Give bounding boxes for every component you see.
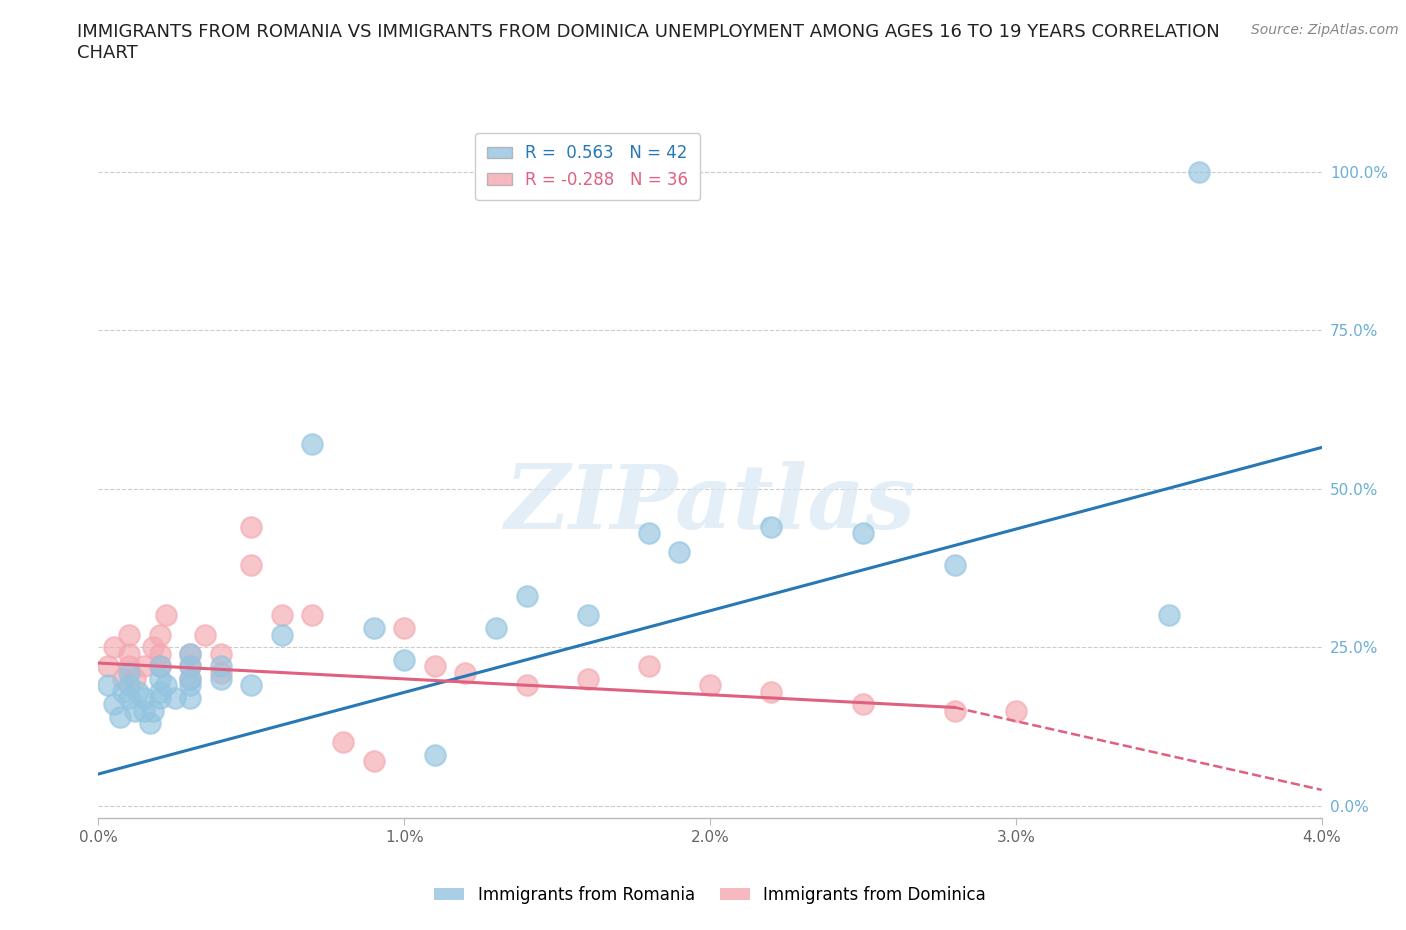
Point	[699, 678, 721, 693]
Point	[852, 697, 875, 711]
Point	[142, 640, 165, 655]
Point	[124, 671, 146, 686]
Point	[149, 684, 172, 699]
Text: IMMIGRANTS FROM ROMANIA VS IMMIGRANTS FROM DOMINICA UNEMPLOYMENT AMONG AGES 16 T: IMMIGRANTS FROM ROMANIA VS IMMIGRANTS FR…	[77, 23, 1220, 62]
Point	[118, 646, 141, 661]
Point	[209, 671, 232, 686]
Point	[759, 519, 782, 534]
Point	[516, 678, 538, 693]
Point	[124, 703, 146, 718]
Point	[209, 646, 232, 661]
Point	[576, 671, 599, 686]
Point	[943, 703, 966, 718]
Point	[209, 665, 232, 680]
Point	[637, 658, 661, 673]
Point	[111, 671, 134, 686]
Point	[943, 557, 966, 572]
Point	[852, 525, 875, 540]
Point	[1157, 608, 1180, 623]
Point	[179, 646, 201, 661]
Point	[240, 519, 263, 534]
Point	[118, 665, 141, 680]
Point	[454, 665, 477, 680]
Legend: Immigrants from Romania, Immigrants from Dominica: Immigrants from Romania, Immigrants from…	[427, 879, 993, 910]
Point	[1188, 165, 1211, 179]
Point	[139, 716, 162, 731]
Point	[149, 658, 172, 673]
Point	[149, 646, 172, 661]
Point	[97, 658, 120, 673]
Point	[149, 690, 172, 705]
Point	[637, 525, 661, 540]
Point	[111, 684, 134, 699]
Point	[423, 658, 446, 673]
Point	[179, 678, 201, 693]
Point	[270, 608, 294, 623]
Point	[332, 735, 354, 750]
Point	[155, 608, 177, 623]
Point	[179, 658, 201, 673]
Point	[118, 627, 141, 642]
Point	[179, 646, 201, 661]
Point	[668, 545, 690, 560]
Point	[363, 754, 385, 769]
Point	[127, 684, 149, 699]
Point	[179, 671, 201, 686]
Point	[179, 671, 201, 686]
Point	[179, 658, 201, 673]
Point	[134, 690, 156, 705]
Point	[576, 608, 599, 623]
Point	[134, 658, 156, 673]
Point	[240, 557, 263, 572]
Point	[118, 658, 141, 673]
Point	[240, 678, 263, 693]
Point	[134, 703, 156, 718]
Point	[516, 589, 538, 604]
Point	[103, 697, 125, 711]
Point	[485, 620, 508, 635]
Point	[209, 658, 232, 673]
Point	[194, 627, 217, 642]
Point	[392, 653, 416, 668]
Point	[423, 748, 446, 763]
Point	[163, 690, 186, 705]
Point	[108, 710, 131, 724]
Point	[149, 627, 172, 642]
Point	[97, 678, 120, 693]
Point	[118, 678, 141, 693]
Point	[149, 658, 172, 673]
Point	[179, 690, 201, 705]
Point	[363, 620, 385, 635]
Point	[759, 684, 782, 699]
Text: ZIPatlas: ZIPatlas	[505, 461, 915, 548]
Point	[301, 608, 323, 623]
Point	[103, 640, 125, 655]
Point	[142, 703, 165, 718]
Point	[270, 627, 294, 642]
Point	[1004, 703, 1026, 718]
Point	[118, 690, 141, 705]
Point	[149, 671, 172, 686]
Point	[301, 437, 323, 452]
Point	[392, 620, 416, 635]
Point	[155, 678, 177, 693]
Text: Source: ZipAtlas.com: Source: ZipAtlas.com	[1251, 23, 1399, 37]
